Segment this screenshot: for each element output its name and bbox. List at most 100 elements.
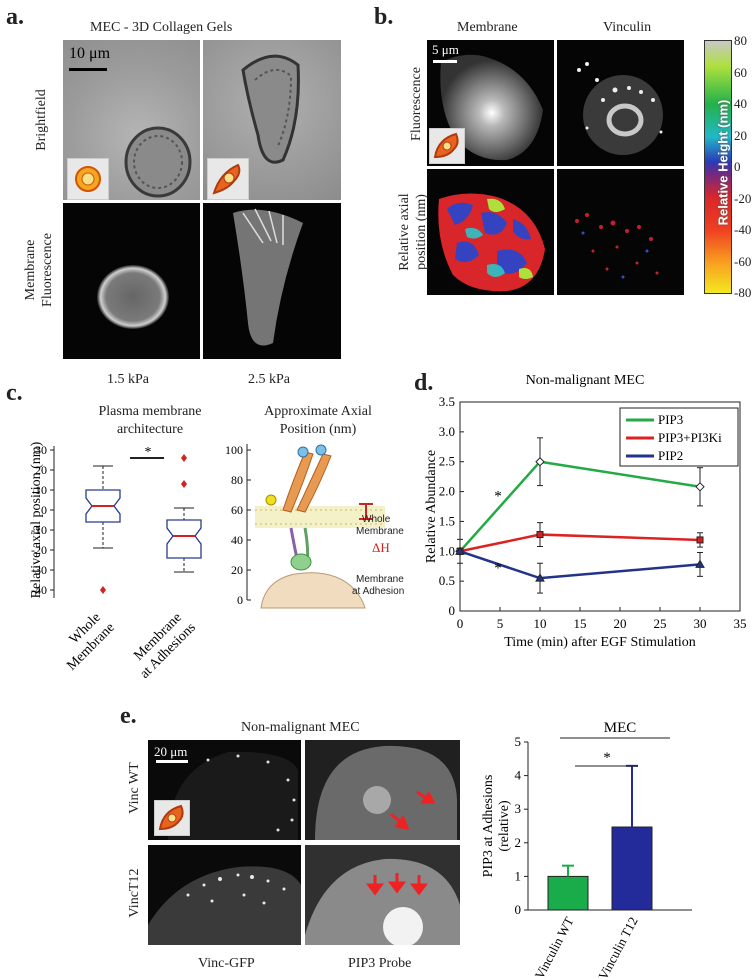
bar-x-label: Vinculin WT: [532, 914, 577, 978]
panel-a-row2-label-line2: Fluorescence: [40, 233, 55, 307]
data-point: [536, 531, 544, 539]
membrane-axial-position-map: [427, 169, 554, 295]
axial-y-tick-label: 100: [225, 443, 243, 457]
colorbar-tick-label: -20: [734, 190, 752, 206]
vinc-wt-gfp-cell: [168, 751, 298, 840]
brightfield-cell-round: [124, 126, 192, 198]
line-y-tick-label: 2.5: [439, 454, 455, 469]
boxplot-y-tick-label: 10: [35, 483, 47, 497]
bar: [611, 826, 653, 911]
vinct12-gfp-cell: [148, 866, 301, 945]
membrane-fluorescence-b: 5 μm: [427, 40, 554, 166]
colorbar-tick-label: 0: [734, 159, 741, 174]
line-y-tick-label: 0.5: [439, 573, 455, 588]
line-x-tick-label: 0: [457, 616, 464, 631]
bar-y-tick-label: 5: [515, 734, 522, 749]
round-cell-icon: [67, 158, 109, 200]
bar-chart: 0 1 2 3 4 5 PIP3 at Adhesions (relative) Vinculi…: [481, 720, 692, 978]
spread-cell-icon: [207, 158, 249, 200]
bar-y-tick-label: 4: [515, 768, 522, 783]
adhesion-label-2: at Adhesion: [352, 586, 405, 597]
panel-e-title: Non-malignant MEC: [241, 720, 360, 735]
line-y-tick-label: 1.0: [439, 543, 455, 558]
panel-a-col2-label: 2.5 kPa: [248, 372, 290, 387]
panel-e-row1-label: Vinc WT: [127, 762, 142, 814]
vinc-wt-pip3-cell: [315, 745, 457, 840]
legend-label: PIP2: [658, 448, 683, 463]
colorbar-tick-label: -40: [734, 222, 752, 237]
line-chart-title: Non-malignant MEC: [526, 373, 645, 388]
data-point: [695, 482, 705, 492]
bar-x-label: Vinculin T12: [595, 914, 640, 978]
whole-membrane-label-1: Whole: [362, 514, 391, 525]
axial-y-tick-label: 80: [231, 473, 243, 487]
scalebar-e-label: 20 μm: [154, 744, 188, 759]
spread-cell-icon-b: [429, 128, 465, 164]
line-x-tick-label: 30: [694, 616, 707, 631]
delta-h-label: ΔH: [372, 540, 390, 555]
colorbar-label: Relative Height (nm): [715, 99, 731, 226]
vinculin-axial-position-map: [557, 169, 684, 295]
whole-membrane-label-2: Membrane: [356, 526, 404, 537]
bar-y-axis-label-unit: (relative): [497, 800, 512, 852]
brightfield-image-1-5kpa: 10 μm: [63, 40, 200, 200]
axial-y-tick-label: 20: [231, 563, 243, 577]
series-line: [459, 533, 701, 553]
boxplot-y-axis-label: Relative axial position (nm): [29, 441, 44, 598]
panel-a-row1-label: Brightfield: [34, 89, 49, 151]
bar: [547, 875, 589, 911]
diagram-title-line2: Position (nm): [279, 422, 357, 437]
vinct12-pip3-cell: [305, 858, 460, 945]
panel-e-row2-label: VincT12: [127, 868, 142, 918]
scalebar-a: [69, 68, 107, 71]
boxplot-title-line1: Plasma membrane: [98, 404, 202, 419]
legend-label: PIP3: [658, 412, 683, 427]
panel-e-col2-label: PIP3 Probe: [348, 956, 412, 971]
brightfield-cell-elongated: [241, 54, 300, 164]
line-y-tick-label: 3.5: [439, 394, 455, 409]
notched-box: [166, 519, 202, 559]
colorbar-tick-label: 80: [734, 33, 747, 48]
scalebar-a-label: 10 μm: [69, 45, 111, 62]
box-outlier: [181, 454, 187, 462]
significance-star-pip3: *: [494, 489, 502, 505]
boxplot-y-tick-label: 20: [35, 463, 47, 477]
line-x-tick-label: 35: [734, 616, 747, 631]
vinculin-fluorescence-b: [557, 40, 684, 166]
line-y-tick-label: 0: [449, 603, 456, 618]
scalebar-e: [156, 760, 188, 763]
panel-a-row2-label-line1: Membrane: [23, 239, 38, 301]
panel-b-letter: b.: [374, 4, 394, 30]
box-outlier: [100, 586, 106, 594]
data-point: [535, 457, 545, 467]
colorbar-tick-label: 40: [734, 96, 747, 111]
line-chart-frame: [459, 401, 741, 612]
boxplot-title-line2: architecture: [116, 422, 184, 437]
boxplot-y-tick-label: -30: [31, 563, 47, 577]
spread-cell-icon-e: [154, 800, 190, 836]
line-x-tick-label: 5: [497, 616, 504, 631]
vinct12-gfp-image: [148, 845, 301, 945]
colorbar-tick-label: -60: [734, 253, 752, 269]
bar-y-tick-label: 1: [515, 868, 522, 883]
fluorescence-cell-elongated: [233, 208, 303, 346]
line-x-tick-label: 20: [614, 616, 627, 631]
axial-y-tick-label: 0: [237, 593, 243, 607]
vinculin-height-map: [575, 213, 659, 279]
boxplot-y-tick-label: -40: [31, 583, 47, 597]
line-x-tick-label: 25: [654, 616, 667, 631]
boxplot-y-tick-label: 0: [41, 503, 47, 517]
colorbar: [704, 40, 732, 294]
panel-a-col1-label: 1.5 kPa: [107, 372, 149, 387]
panel-b-col1-title: Membrane: [457, 20, 518, 35]
vinc-wt-pip3-image: [305, 740, 460, 840]
bar-chart-title: MEC: [604, 720, 637, 736]
panel-a-title: MEC - 3D Collagen Gels: [90, 20, 233, 35]
axial-position-diagram: 0 20 40 60 80 100: [225, 443, 385, 609]
box-outlier: [181, 480, 187, 488]
line-y-tick-label: 1.5: [439, 513, 455, 528]
vinc-wt-gfp-image: 20 μm: [148, 740, 301, 840]
adhesion-label-1: Membrane: [356, 574, 404, 585]
membrane-fluorescence-1-5kpa: [63, 203, 200, 359]
